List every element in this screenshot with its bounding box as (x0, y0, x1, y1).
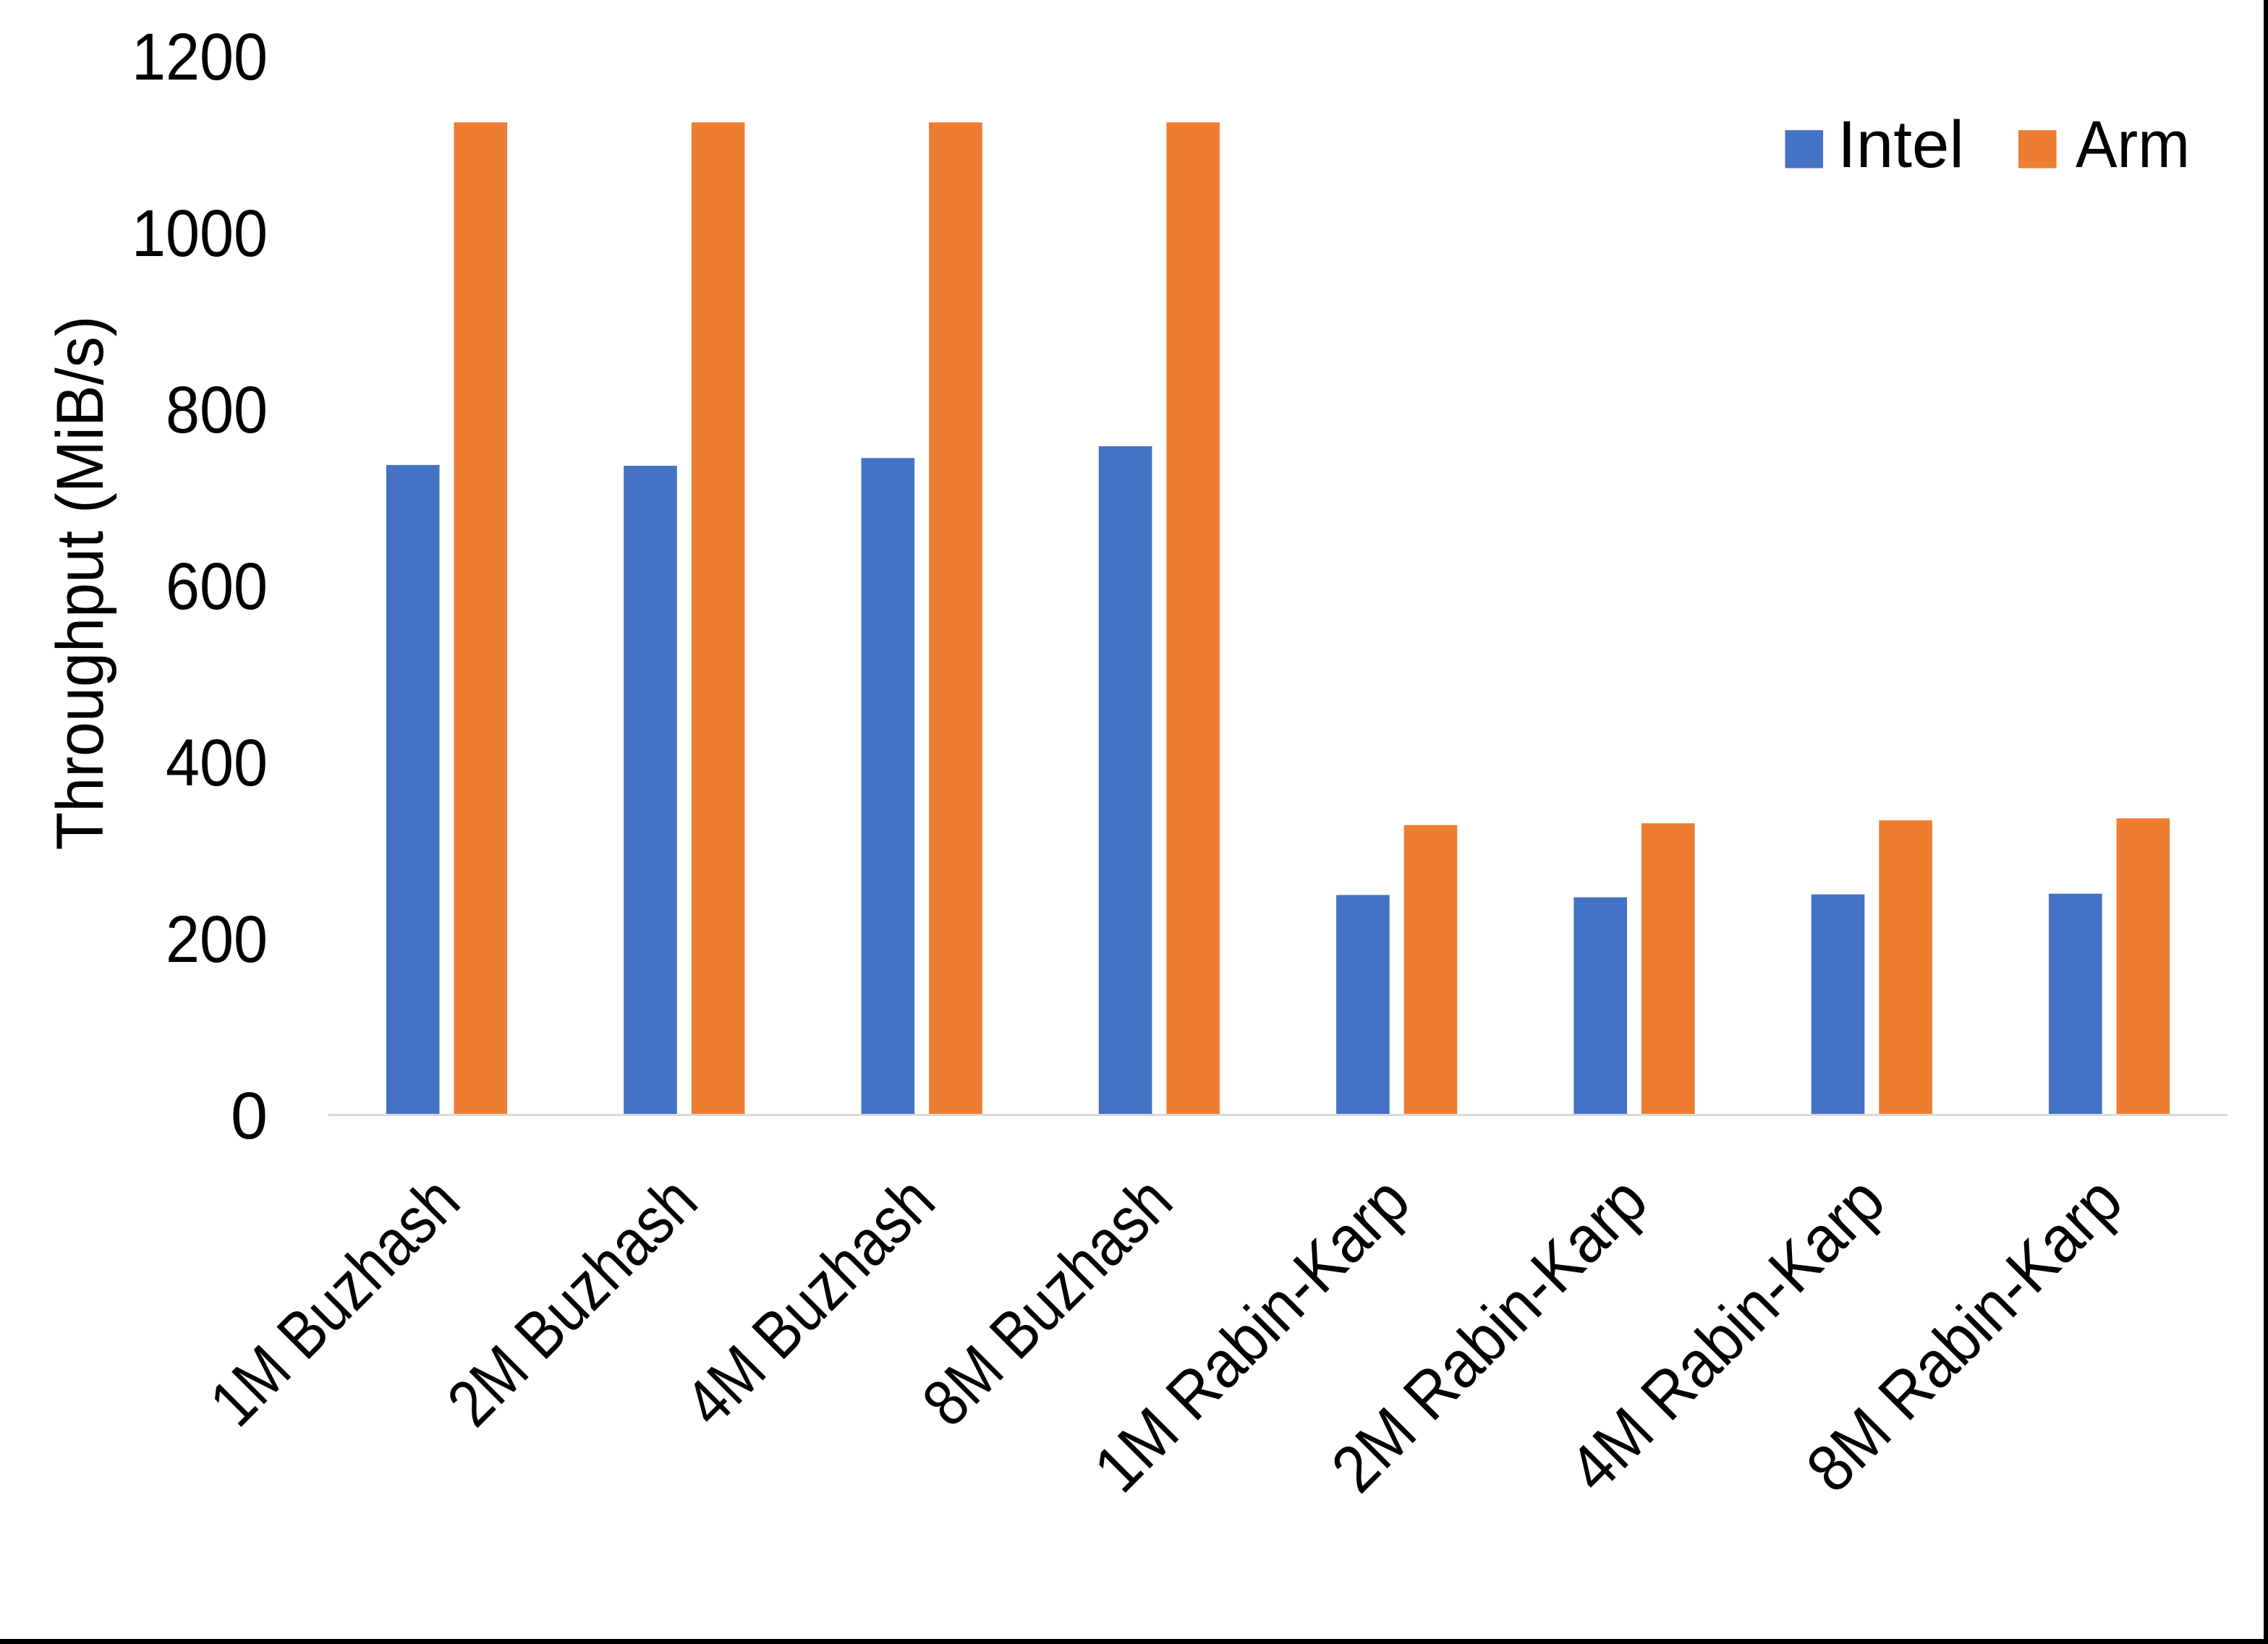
svg-text:Arm: Arm (2076, 108, 2190, 182)
svg-text:400: 400 (166, 726, 268, 800)
svg-text:1000: 1000 (132, 197, 268, 271)
svg-text:1200: 1200 (132, 20, 268, 94)
svg-text:Intel: Intel (1838, 108, 1964, 182)
svg-text:800: 800 (166, 373, 268, 447)
svg-text:Throughput (MiB/s): Throughput (MiB/s) (43, 316, 117, 851)
svg-text:600: 600 (166, 550, 268, 623)
svg-text:200: 200 (166, 903, 268, 976)
svg-text:0: 0 (231, 1079, 268, 1153)
